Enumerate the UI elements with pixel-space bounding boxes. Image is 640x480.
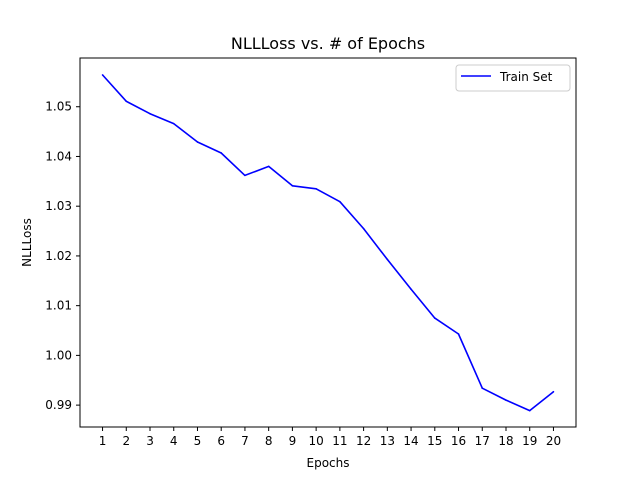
data-point — [457, 333, 460, 335]
data-point — [149, 112, 151, 115]
x-axis: 1 2 3 4 5 6 7 8 9 10 11 12 13 14 15 16 17 18 19 20 — [99, 427, 561, 448]
x-tick-label: 18 — [498, 434, 513, 448]
legend-box — [455, 64, 571, 92]
data-point — [386, 258, 389, 261]
chart-title: NLLLoss vs. # of Epochs — [231, 34, 425, 53]
x-tick-label: 20 — [546, 434, 561, 448]
x-tick-label: 8 — [265, 434, 273, 448]
y-tick-label: 1.02 — [45, 249, 72, 263]
y-tick-label: 1.04 — [45, 149, 72, 163]
x-tick-label: 9 — [289, 434, 297, 448]
data-point — [362, 227, 365, 230]
series-line-train-set — [101, 74, 554, 412]
data-point — [339, 200, 341, 203]
data-point — [291, 185, 294, 187]
x-tick-label: 13 — [380, 434, 395, 448]
series-points — [101, 74, 555, 412]
y-axis-label: NLLLoss — [20, 218, 34, 267]
x-tick-label: 7 — [241, 434, 249, 448]
y-tick-label: 1.01 — [45, 299, 72, 313]
data-point — [410, 288, 412, 291]
data-point — [267, 165, 270, 168]
x-tick-label: 6 — [217, 434, 225, 448]
legend: Train Set — [455, 64, 571, 92]
data-point — [196, 141, 199, 143]
y-tick-label: 1.05 — [45, 100, 72, 114]
y-tick-label: 1.03 — [45, 199, 72, 213]
x-tick-label: 17 — [475, 434, 490, 448]
x-tick-label: 3 — [146, 434, 154, 448]
data-point — [505, 399, 507, 401]
x-axis-label: Epochs — [307, 456, 350, 470]
y-tick-label: 1.00 — [45, 348, 72, 362]
y-tick-label: 0.99 — [45, 398, 72, 412]
x-tick-label: 16 — [451, 434, 466, 448]
x-tick-label: 14 — [403, 434, 418, 448]
x-tick-label: 15 — [427, 434, 442, 448]
y-axis: 0.99 1.00 1.01 1.02 1.03 1.04 1.05 — [45, 100, 80, 412]
x-tick-label: 12 — [356, 434, 371, 448]
x-tick-label: 2 — [122, 434, 130, 448]
data-point — [552, 390, 555, 393]
data-point — [125, 100, 128, 103]
plot-area — [79, 57, 577, 428]
x-tick-label: 1 — [99, 434, 107, 448]
data-point — [244, 174, 246, 177]
data-point — [220, 152, 223, 154]
x-tick-label: 11 — [332, 434, 347, 448]
data-point — [315, 187, 317, 190]
data-point — [433, 317, 436, 319]
x-tick-label: 10 — [308, 434, 323, 448]
x-tick-label: 5 — [194, 434, 202, 448]
legend-label-train-set: Train Set — [499, 70, 553, 84]
data-point — [528, 409, 531, 412]
x-tick-label: 4 — [170, 434, 178, 448]
data-point — [101, 74, 104, 76]
data-point — [172, 122, 175, 125]
x-tick-label: 19 — [522, 434, 537, 448]
data-point — [481, 387, 484, 390]
